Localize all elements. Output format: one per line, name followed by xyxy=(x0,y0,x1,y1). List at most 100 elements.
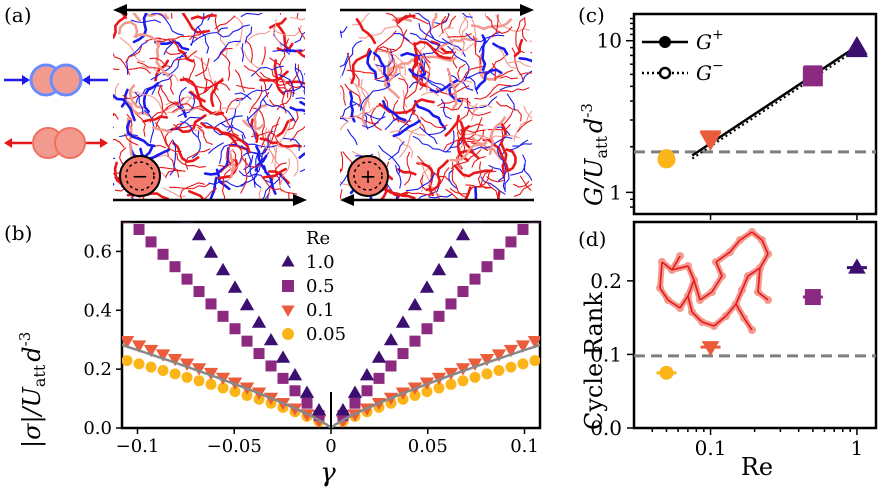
inset-bond xyxy=(735,289,743,305)
inset-bond xyxy=(757,267,761,293)
network-strand xyxy=(279,81,305,89)
inset-bond xyxy=(715,261,723,277)
network-strand xyxy=(471,136,502,160)
network-strand xyxy=(410,59,431,75)
network-strand xyxy=(507,61,532,68)
network-strand xyxy=(387,58,415,84)
network-strand xyxy=(210,79,224,107)
data-point-b-0.5 xyxy=(349,397,361,409)
shear-arrow-top-right xyxy=(340,4,534,16)
network-strand xyxy=(221,169,231,199)
network-strand xyxy=(258,188,262,199)
network-strand xyxy=(419,126,438,145)
inset-bond xyxy=(715,251,731,263)
data-point-b-0.05 xyxy=(122,355,133,367)
network-strand xyxy=(184,148,211,170)
network-strand xyxy=(466,129,484,143)
network-strand xyxy=(303,144,305,148)
data-point-b-0.5 xyxy=(481,261,493,273)
network-strand xyxy=(414,43,441,56)
compressed-bond-icon xyxy=(4,63,108,97)
network-strand xyxy=(255,145,266,170)
shear-arrow-top-left xyxy=(113,4,306,16)
network-strand xyxy=(359,85,391,112)
y-tick-label-c: 1 xyxy=(609,180,622,204)
data-point-b-0.1 xyxy=(527,335,540,349)
network-strand xyxy=(219,143,242,164)
network-strand xyxy=(113,13,128,39)
data-point-b-1.0 xyxy=(395,315,411,328)
data-point-b-0.05 xyxy=(217,382,229,394)
data-point-b-1.0 xyxy=(299,385,315,398)
data-point-b-1.0 xyxy=(263,332,279,346)
network-strand xyxy=(130,19,161,24)
network-strand xyxy=(468,13,477,48)
data-point-b-0.05 xyxy=(469,371,481,383)
network-strand xyxy=(214,115,243,128)
network-strand xyxy=(247,115,257,140)
rotation-icon-minus: − xyxy=(119,155,161,197)
y-tick-label-d: 0.0 xyxy=(590,416,622,440)
network-strand xyxy=(397,168,417,176)
network-strand xyxy=(274,119,291,158)
network-strand xyxy=(404,151,412,186)
network-strand xyxy=(128,84,144,110)
network-strand xyxy=(259,71,291,86)
network-strand xyxy=(419,55,458,63)
network-strand xyxy=(164,50,183,55)
ylabel-b-sigma: |σ|/ xyxy=(18,404,47,448)
network-strand xyxy=(226,139,248,167)
network-strand xyxy=(254,154,268,172)
network-strand xyxy=(188,190,205,199)
network-strand xyxy=(169,182,211,190)
network-strand xyxy=(289,16,305,21)
ylabel-d: Cycle Rank xyxy=(580,292,608,430)
network-strand xyxy=(239,47,262,70)
data-point-b-0.5 xyxy=(409,335,421,347)
data-point-b-1.0 xyxy=(371,350,387,363)
network-snapshot-left xyxy=(113,13,305,199)
network-strand xyxy=(486,176,504,183)
network-strand xyxy=(421,76,443,91)
data-point-b-0.05 xyxy=(229,386,241,398)
shear-arrow-bottom-left xyxy=(113,194,307,206)
panel-label-d: (d) xyxy=(578,227,606,251)
network-strand xyxy=(234,92,252,100)
network-strand xyxy=(113,138,125,148)
network-strand xyxy=(377,50,406,76)
network-strand xyxy=(450,149,482,170)
network-strand xyxy=(276,86,294,111)
x-tick-label-d: 0.1 xyxy=(695,436,727,460)
network-strand xyxy=(165,90,195,111)
data-point-b-0.5 xyxy=(493,248,505,260)
network-strand xyxy=(214,14,220,33)
network-strand xyxy=(389,129,426,136)
network-strand xyxy=(133,33,160,48)
network-strand xyxy=(397,191,432,199)
data-point-b-1.0 xyxy=(287,367,303,381)
x-tick-label-d: 1 xyxy=(851,436,864,460)
network-strand xyxy=(489,87,530,98)
xlabel-d: Re xyxy=(741,453,773,481)
network-strand xyxy=(261,172,282,199)
inset-bond xyxy=(687,295,693,313)
network-strand xyxy=(375,49,393,68)
inset-bond xyxy=(711,275,723,293)
x-tick-label-b: 0 xyxy=(325,436,336,457)
data-point-b-0.5 xyxy=(122,222,133,223)
network-strand xyxy=(221,53,231,81)
data-point-b-1.0 xyxy=(239,297,255,311)
network-strand xyxy=(179,77,206,103)
data-point-b-0.5 xyxy=(421,323,433,335)
network-strand xyxy=(382,99,407,122)
network-strand xyxy=(207,13,213,21)
network-strand xyxy=(271,69,285,81)
network-strand xyxy=(179,182,205,199)
rotation-sign-plus: + xyxy=(360,164,377,188)
inset-bond xyxy=(691,311,703,323)
data-point-b-0.5 xyxy=(433,310,445,322)
network-strand xyxy=(445,80,473,93)
network-strand xyxy=(495,69,513,78)
network-strand xyxy=(208,142,224,154)
